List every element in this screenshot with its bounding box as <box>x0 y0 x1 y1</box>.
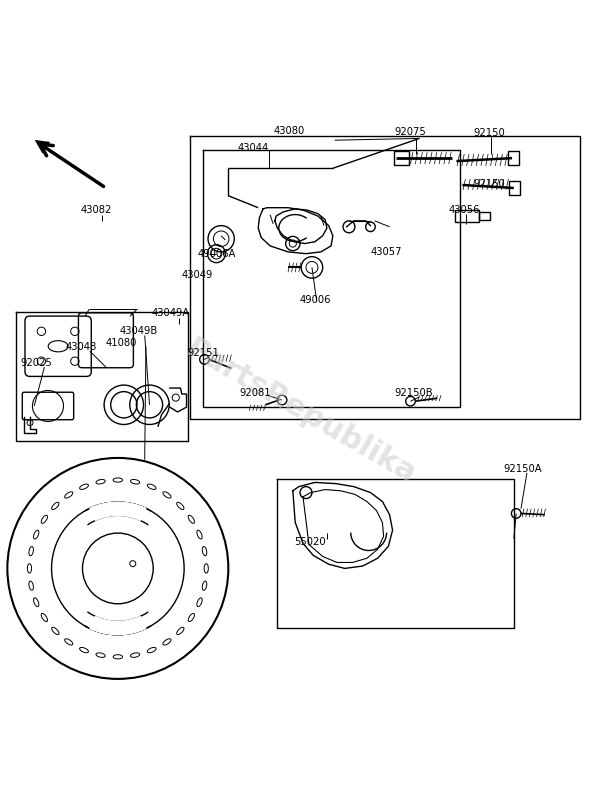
Text: 43057: 43057 <box>370 247 402 257</box>
Wedge shape <box>90 502 146 520</box>
Text: 43049B: 43049B <box>119 326 158 336</box>
Text: 49006: 49006 <box>300 294 331 305</box>
Text: 92081: 92081 <box>239 388 271 398</box>
Text: 43049A: 43049A <box>152 309 190 318</box>
Text: 43044: 43044 <box>237 143 269 153</box>
Text: 43080: 43080 <box>273 126 304 136</box>
Text: 49006A: 49006A <box>197 249 236 258</box>
Text: 92151: 92151 <box>188 349 220 358</box>
Text: 92150A: 92150A <box>503 464 542 474</box>
Text: 92150B: 92150B <box>394 388 433 398</box>
Text: 55020: 55020 <box>294 537 326 547</box>
Text: 92025: 92025 <box>20 358 52 368</box>
Text: 43056: 43056 <box>448 205 479 215</box>
Wedge shape <box>90 617 146 634</box>
Text: 43048: 43048 <box>66 342 97 353</box>
Text: 43049: 43049 <box>182 270 213 279</box>
Text: 43082: 43082 <box>80 205 112 215</box>
Text: 41080: 41080 <box>106 338 137 348</box>
Text: PartsRepublika: PartsRepublika <box>180 334 420 490</box>
Text: 92150: 92150 <box>473 128 505 138</box>
Text: 92075: 92075 <box>394 127 426 138</box>
FancyArrowPatch shape <box>40 144 104 186</box>
Text: 92150: 92150 <box>473 179 505 189</box>
